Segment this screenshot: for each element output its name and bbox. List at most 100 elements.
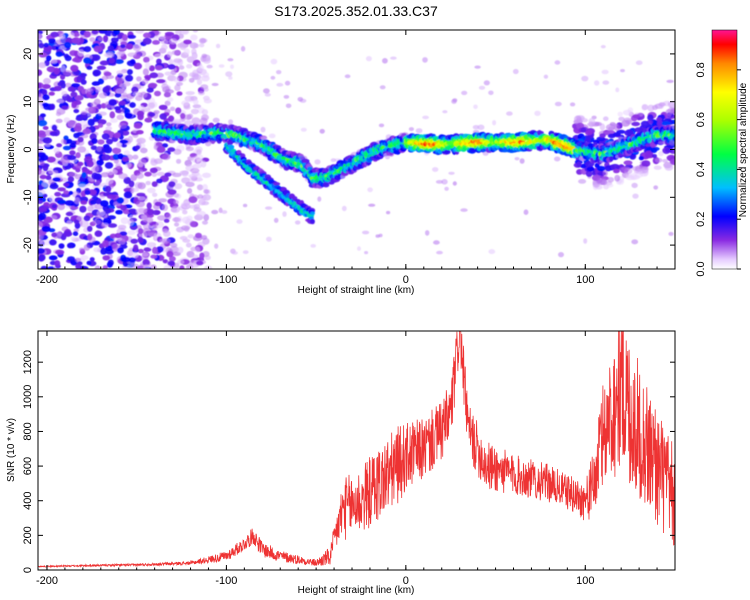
heatmap-cell xyxy=(98,37,105,42)
heatmap-cell xyxy=(667,107,675,114)
heatmap-cell xyxy=(130,251,139,259)
heatmap-cell xyxy=(136,110,145,118)
heatmap-cell xyxy=(64,41,72,49)
heatmap-cell xyxy=(151,172,157,177)
colorbar-tick-label: 0.8 xyxy=(695,62,707,77)
heatmap-cell xyxy=(264,93,271,97)
heatmap-cell xyxy=(114,232,122,239)
heatmap-cell xyxy=(203,214,210,221)
heatmap-cell xyxy=(76,75,82,83)
heatmap-cell xyxy=(135,95,143,101)
heatmap-cell xyxy=(68,32,75,39)
heatmap-cell xyxy=(150,254,158,259)
heatmap-cell xyxy=(66,219,72,224)
heatmap-cell xyxy=(40,265,48,269)
heatmap-cell xyxy=(120,217,129,225)
heatmap-cell xyxy=(666,79,674,83)
heatmap-cell xyxy=(106,122,112,127)
heatmap-cell xyxy=(284,80,291,86)
heatmap-cell xyxy=(179,265,185,269)
heatmap-cell xyxy=(212,117,220,123)
heatmap-cell xyxy=(156,171,166,176)
heatmap-cell xyxy=(161,204,168,212)
heatmap-cell xyxy=(38,248,46,254)
heatmap-cell xyxy=(620,69,625,73)
heatmap-cell xyxy=(115,88,125,94)
heatmap-cell xyxy=(50,31,59,38)
x-tick-label: 0 xyxy=(403,575,409,587)
heatmap-cell xyxy=(612,132,621,137)
heatmap-cell xyxy=(375,234,380,238)
heatmap-cell xyxy=(192,163,203,169)
heatmap-cell xyxy=(68,191,74,195)
heatmap-cell xyxy=(58,243,65,249)
heatmap-cell xyxy=(647,114,654,121)
heatmap-cell xyxy=(80,266,89,269)
heatmap-cell xyxy=(148,242,154,249)
heatmap-cell xyxy=(158,104,168,111)
heatmap-cell xyxy=(101,154,111,161)
heatmap-cell xyxy=(461,90,468,96)
heatmap-cell xyxy=(147,187,156,194)
heatmap-cell xyxy=(78,37,84,44)
heatmap-cell xyxy=(154,53,164,59)
heatmap-cell xyxy=(167,97,174,102)
heatmap-cell xyxy=(483,80,490,86)
heatmap-cell xyxy=(554,60,561,65)
heatmap-cell xyxy=(101,133,110,140)
heatmap-cell xyxy=(367,187,373,193)
heatmap-cell xyxy=(201,75,210,82)
heatmap-cell xyxy=(626,129,632,134)
heatmap-cell xyxy=(183,105,191,110)
heatmap-cell xyxy=(143,247,152,252)
heatmap-cell xyxy=(322,182,330,188)
y-tick-label: -10 xyxy=(22,189,34,205)
heatmap-cell xyxy=(151,224,159,231)
heatmap-cell xyxy=(100,200,109,207)
heatmap-cell xyxy=(143,56,150,63)
heatmap-cell xyxy=(196,174,202,179)
heatmap-cell xyxy=(543,74,549,79)
heatmap-cell xyxy=(193,207,202,212)
heatmap-cell xyxy=(169,106,176,112)
heatmap-cell xyxy=(198,198,204,204)
heatmap-cell xyxy=(228,76,233,80)
heatmap-cell xyxy=(144,117,153,123)
heatmap-cell xyxy=(67,120,76,128)
heatmap-cell xyxy=(610,163,620,170)
heatmap-cell xyxy=(365,56,372,62)
heatmap-cell xyxy=(158,198,168,203)
heatmap-cell xyxy=(93,165,99,173)
heatmap-cell xyxy=(470,148,476,153)
heatmap-cell xyxy=(386,210,391,215)
heatmap-cell xyxy=(196,158,204,165)
heatmap-cell xyxy=(436,250,443,255)
heatmap-cell xyxy=(184,95,194,102)
heatmap-cell xyxy=(121,130,130,136)
heatmap-cell xyxy=(263,88,270,94)
heatmap-cell xyxy=(137,182,146,190)
y-tick-label: 1000 xyxy=(22,385,34,409)
heatmap-cell xyxy=(38,199,44,204)
heatmap-cell xyxy=(184,120,193,126)
heatmap-cell xyxy=(92,219,102,225)
heatmap-cell xyxy=(83,215,91,222)
heatmap-cell xyxy=(142,264,150,269)
heatmap-cell xyxy=(127,230,136,235)
heatmap-cell xyxy=(368,203,376,207)
heatmap-cell xyxy=(149,167,158,174)
heatmap-cell xyxy=(42,94,50,101)
heatmap-cell xyxy=(136,173,144,179)
heatmap-cell xyxy=(218,64,225,68)
heatmap-cell xyxy=(84,190,91,195)
heatmap-cell xyxy=(645,153,655,159)
heatmap-cell xyxy=(63,135,69,141)
heatmap-cell xyxy=(87,233,93,241)
heatmap-cell xyxy=(196,260,204,266)
heatmap-cell xyxy=(83,244,91,251)
heatmap-cell xyxy=(114,59,124,64)
heatmap-cell xyxy=(155,72,164,78)
heatmap-cell xyxy=(634,172,644,178)
heatmap-cell xyxy=(103,52,114,58)
heatmap-cell xyxy=(181,177,191,184)
